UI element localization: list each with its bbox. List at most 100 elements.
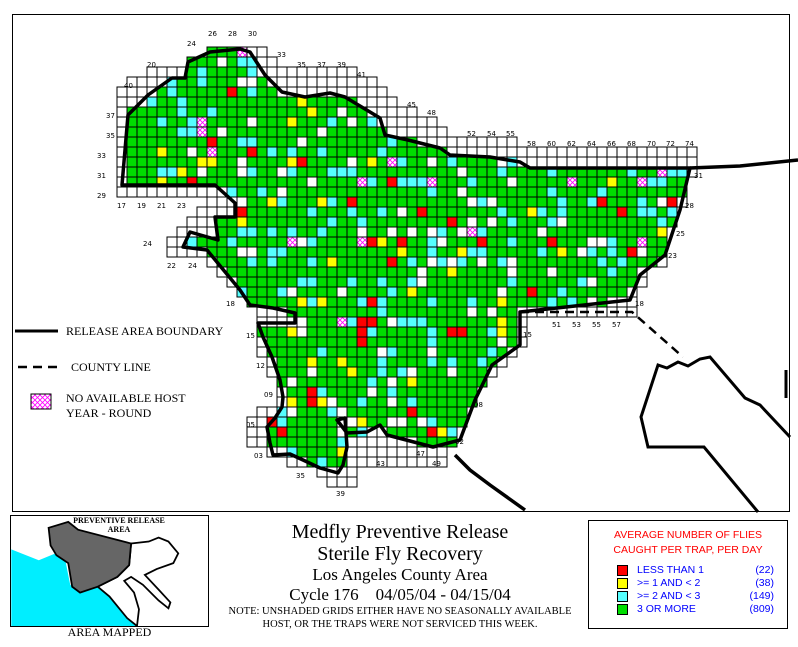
grid-cell xyxy=(446,266,458,278)
grid-cell xyxy=(326,286,338,298)
grid-cell xyxy=(626,226,638,238)
grid-cell xyxy=(116,106,128,118)
grid-cell xyxy=(236,176,248,188)
grid-cell xyxy=(336,396,348,408)
grid-cell xyxy=(346,306,358,318)
grid-cell xyxy=(186,156,198,168)
grid-cell xyxy=(416,126,428,138)
grid-label: 60 xyxy=(547,140,556,148)
grid-cell xyxy=(416,176,428,188)
grid-cell xyxy=(396,226,408,238)
grid-cell xyxy=(576,266,588,278)
grid-cell xyxy=(246,126,258,138)
grid-cell xyxy=(236,146,248,158)
grid-cell xyxy=(326,136,338,148)
grid-cell xyxy=(366,336,378,348)
grid-cell xyxy=(416,156,428,168)
grid-cell xyxy=(526,226,538,238)
grid-cell xyxy=(526,256,538,268)
grid-cell xyxy=(386,406,398,418)
grid-cell xyxy=(166,236,178,248)
grid-cell xyxy=(286,276,298,288)
grid-cell xyxy=(166,166,178,178)
grid-cell xyxy=(626,216,638,228)
grid-cell xyxy=(536,196,548,208)
grid-cell xyxy=(356,286,368,298)
grid-cell xyxy=(236,56,248,68)
grid-cell xyxy=(316,316,328,328)
grid-cell xyxy=(306,196,318,208)
grid-cell xyxy=(376,226,388,238)
grid-cell xyxy=(506,336,518,348)
grid-cell xyxy=(286,176,298,188)
grid-cell xyxy=(376,296,388,308)
grid-cell xyxy=(386,206,398,218)
legend-item-label: 3 OR MORE xyxy=(637,603,696,615)
grid-cell xyxy=(436,346,448,358)
grid-cell xyxy=(656,196,668,208)
grid-cell xyxy=(296,166,308,178)
grid-cell xyxy=(326,116,338,128)
grid-cell xyxy=(246,116,258,128)
grid-cell xyxy=(326,66,338,78)
grid-cell xyxy=(336,186,348,198)
grid-cell xyxy=(336,76,348,88)
grid-cell xyxy=(276,196,288,208)
grid-cell xyxy=(386,106,398,118)
grid-cell xyxy=(446,316,458,328)
grid-cell xyxy=(336,326,348,338)
grid-cell xyxy=(276,346,288,358)
grid-cell xyxy=(366,116,378,128)
grid-cell xyxy=(306,426,318,438)
grid-cell xyxy=(176,106,188,118)
grid-cell xyxy=(556,236,568,248)
grid-cell xyxy=(396,186,408,198)
grid-cell xyxy=(336,356,348,368)
grid-cell xyxy=(256,126,268,138)
grid-label: 17 xyxy=(117,202,126,210)
grid-cell xyxy=(136,106,148,118)
grid-cell xyxy=(516,256,528,268)
grid-cell xyxy=(646,186,658,198)
grid-cell xyxy=(296,296,308,308)
grid-cell xyxy=(346,446,358,458)
grid-cell xyxy=(506,226,518,238)
grid-cell xyxy=(496,146,508,158)
grid-cell xyxy=(586,216,598,228)
grid-cell xyxy=(506,186,518,198)
grid-cell xyxy=(256,46,268,58)
grid-cell xyxy=(406,276,418,288)
grid-cell xyxy=(546,276,558,288)
legend-item-count: (149) xyxy=(749,590,774,602)
grid-cell xyxy=(476,326,488,338)
grid-label: 18 xyxy=(226,300,235,308)
grid-cell xyxy=(186,216,198,228)
grid-cell xyxy=(436,216,448,228)
grid-cell xyxy=(566,276,578,288)
grid-label: 35 xyxy=(297,61,306,69)
grid-cell xyxy=(316,216,328,228)
grid-cell xyxy=(436,426,448,438)
grid-cell xyxy=(266,276,278,288)
grid-label: 26 xyxy=(208,30,217,38)
grid-label: 39 xyxy=(337,61,346,69)
grid-cell xyxy=(136,76,148,88)
grid-cell xyxy=(446,296,458,308)
grid-cell xyxy=(296,376,308,388)
grid-cell xyxy=(556,286,568,298)
grid-cell xyxy=(286,136,298,148)
grid-cell xyxy=(306,216,318,228)
grid-cell xyxy=(466,276,478,288)
grid-cell xyxy=(356,256,368,268)
grid-label: 23 xyxy=(177,202,186,210)
grid-cell xyxy=(136,166,148,178)
grid-cell xyxy=(326,446,338,458)
grid-cell xyxy=(276,186,288,198)
grid-cell xyxy=(376,156,388,168)
legend-item-1-to-2: >= 1 AND < 2 (38) xyxy=(617,577,782,589)
grid-cell xyxy=(436,256,448,268)
grid-cell xyxy=(316,186,328,198)
grid-cell xyxy=(626,186,638,198)
grid-cell xyxy=(316,426,328,438)
grid-cell xyxy=(326,166,338,178)
